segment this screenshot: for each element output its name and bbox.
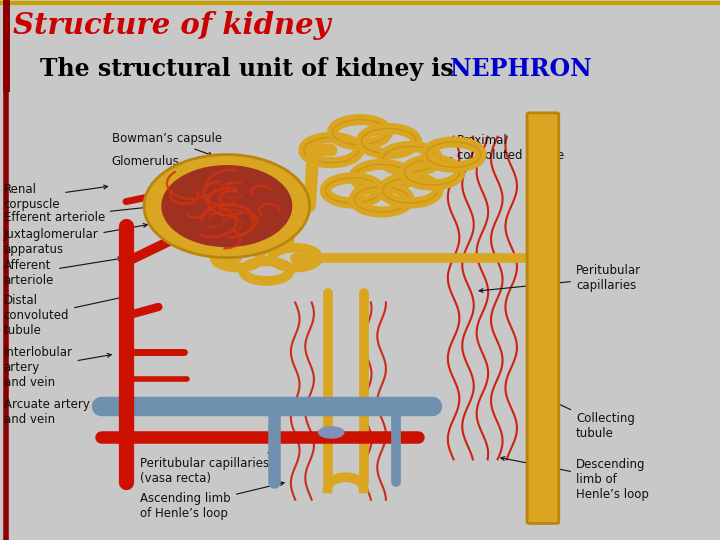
FancyBboxPatch shape: [527, 113, 559, 523]
Text: NEPHRON: NEPHRON: [450, 57, 592, 81]
Text: Afferent
arteriole: Afferent arteriole: [4, 257, 122, 287]
Text: Structure of kidney: Structure of kidney: [13, 11, 330, 40]
Text: Distal
convoluted
tubule: Distal convoluted tubule: [4, 294, 126, 338]
Text: Bowman’s capsule: Bowman’s capsule: [112, 132, 222, 156]
Text: Efferent arteriole: Efferent arteriole: [4, 205, 154, 224]
Text: Proximal
convoluted tubule: Proximal convoluted tubule: [393, 134, 564, 168]
Text: Interlobular
artery
and vein: Interlobular artery and vein: [4, 346, 111, 389]
Ellipse shape: [318, 427, 344, 438]
Text: Glomerulus: Glomerulus: [112, 155, 204, 171]
Text: Collecting
tubule: Collecting tubule: [536, 394, 635, 440]
Text: Descending
limb of
Henle’s loop: Descending limb of Henle’s loop: [500, 457, 649, 501]
Text: Juxtaglomerular
apparatus: Juxtaglomerular apparatus: [4, 224, 148, 256]
Circle shape: [144, 154, 310, 258]
Text: The structural unit of kidney is: The structural unit of kidney is: [40, 57, 462, 81]
Circle shape: [162, 166, 292, 246]
Text: Peritubular
capillaries: Peritubular capillaries: [480, 264, 641, 292]
Text: Peritubular capillaries
(vasa recta): Peritubular capillaries (vasa recta): [140, 450, 274, 484]
Text: Ascending limb
of Henle’s loop: Ascending limb of Henle’s loop: [140, 482, 284, 521]
Text: Arcuate artery
and vein: Arcuate artery and vein: [4, 399, 108, 426]
Text: Renal
corpuscle: Renal corpuscle: [4, 183, 107, 211]
